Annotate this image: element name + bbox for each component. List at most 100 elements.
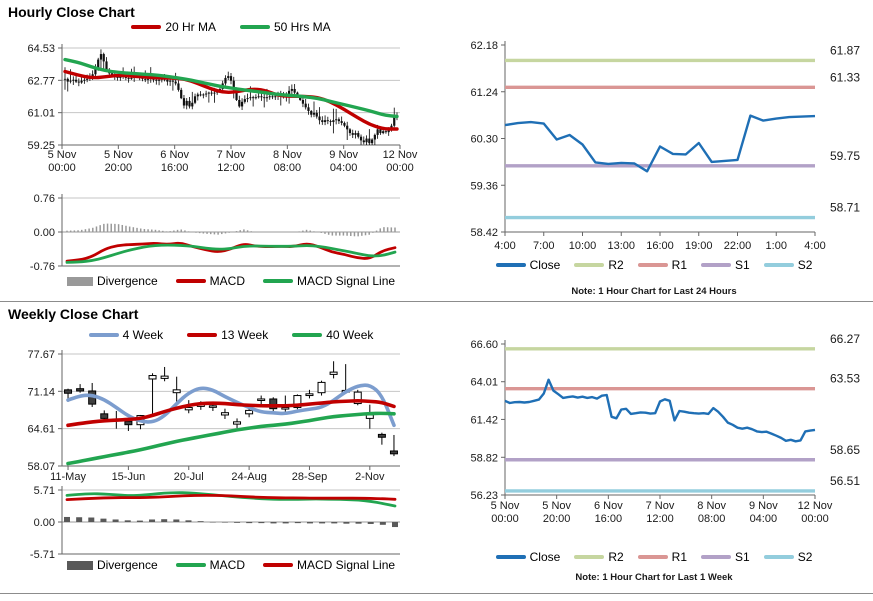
svg-text:60.30: 60.30: [470, 134, 498, 146]
legend-swatch-line: [88, 333, 119, 337]
legend-item-s2: S2: [763, 258, 813, 272]
legend-swatch-line: [701, 263, 731, 267]
svg-text:04:00: 04:00: [330, 162, 358, 174]
legend-label: Close: [529, 550, 561, 564]
legend-swatch-line: [263, 563, 293, 567]
svg-text:61.24: 61.24: [470, 87, 498, 99]
legend-label: S1: [735, 258, 750, 272]
legend-label: MACD: [209, 274, 245, 288]
svg-text:20:00: 20:00: [543, 513, 571, 525]
svg-text:20:00: 20:00: [105, 162, 133, 174]
svg-text:5 Nov: 5 Nov: [542, 500, 571, 512]
legend-swatch-line: [131, 25, 162, 29]
svg-text:61.42: 61.42: [470, 414, 498, 426]
legend-swatch-line: [763, 555, 794, 559]
legend-item-50-hrs-ma: 50 Hrs MA: [240, 20, 331, 34]
svg-text:20-Jul: 20-Jul: [174, 471, 204, 483]
svg-text:00:00: 00:00: [491, 513, 519, 525]
legend-swatch-line: [292, 333, 323, 337]
legend-label: S2: [797, 258, 813, 272]
legend-swatch-line: [763, 263, 794, 267]
svg-text:08:00: 08:00: [698, 513, 726, 525]
legend-item-s1: S1: [701, 550, 750, 564]
legend-item-macd-signal-line: MACD Signal Line: [263, 558, 395, 572]
svg-text:12:00: 12:00: [217, 162, 245, 174]
legend-item-close: Close: [495, 258, 561, 272]
svg-text:11-May: 11-May: [50, 471, 86, 483]
legend-label: R2: [608, 550, 624, 564]
svg-text:5.71: 5.71: [34, 485, 55, 497]
svg-text:64.61: 64.61: [27, 424, 55, 436]
svg-text:6 Nov: 6 Nov: [160, 149, 189, 161]
svg-text:59.25: 59.25: [27, 140, 55, 152]
hourly-macd-legend: Divergence MACD MACD Signal Line: [40, 274, 422, 288]
svg-text:4:00: 4:00: [804, 240, 825, 252]
legend-swatch-line: [175, 279, 206, 283]
legend-swatch-line: [187, 333, 218, 337]
legend-item-13-week: 13 Week: [187, 328, 268, 342]
svg-text:9 Nov: 9 Nov: [329, 149, 358, 161]
legend-label: 13 Week: [221, 328, 269, 342]
weekly-price-legend: 4 Week 13 Week 40 Week: [62, 328, 400, 342]
legend-item-s1: S1: [701, 258, 750, 272]
svg-text:4:00: 4:00: [494, 240, 515, 252]
legend-label: 4 Week: [122, 328, 164, 342]
legend-label: MACD Signal Line: [297, 274, 396, 288]
legend-swatch-line: [495, 263, 526, 267]
svg-text:00:00: 00:00: [386, 162, 414, 174]
legend-swatch-line: [701, 555, 731, 559]
legend-label: Close: [529, 258, 561, 272]
legend-swatch-line: [263, 279, 293, 283]
svg-text:16:00: 16:00: [595, 513, 623, 525]
hourly-pivot-legend: Close R2 R1 S1 S2: [435, 258, 873, 272]
svg-text:10:00: 10:00: [569, 240, 597, 252]
legend-label: Divergence: [96, 274, 158, 288]
svg-text:13:00: 13:00: [607, 240, 635, 252]
svg-text:5 Nov: 5 Nov: [104, 149, 133, 161]
legend-item-s2: S2: [763, 550, 813, 564]
svg-text:62.77: 62.77: [27, 75, 55, 87]
svg-text:9 Nov: 9 Nov: [749, 500, 778, 512]
svg-text:16:00: 16:00: [646, 240, 674, 252]
svg-text:08:00: 08:00: [274, 162, 302, 174]
section-divider: [0, 301, 873, 302]
weekly-pivot-legend: Close R2 R1 S1 S2: [435, 550, 873, 564]
svg-text:61.87: 61.87: [830, 43, 860, 57]
svg-text:59.75: 59.75: [830, 149, 860, 163]
svg-text:0.00: 0.00: [34, 517, 55, 529]
legend-label: MACD Signal Line: [297, 558, 396, 572]
svg-text:61.33: 61.33: [830, 70, 860, 84]
svg-text:19:00: 19:00: [685, 240, 713, 252]
bottom-divider: [0, 593, 873, 594]
legend-swatch-bar: [66, 276, 93, 286]
legend-label: Divergence: [96, 558, 158, 572]
svg-text:56.51: 56.51: [830, 474, 860, 488]
svg-text:28-Sep: 28-Sep: [292, 471, 327, 483]
svg-text:04:00: 04:00: [750, 513, 778, 525]
legend-label: 20 Hr MA: [165, 20, 216, 34]
legend-label: S2: [797, 550, 813, 564]
svg-text:64.01: 64.01: [470, 377, 498, 389]
weekly-pivot-note: Note: 1 Hour Chart for Last 1 Week: [575, 572, 733, 583]
svg-text:-0.76: -0.76: [30, 261, 55, 273]
svg-text:00:00: 00:00: [48, 162, 76, 174]
legend-item-divergence: Divergence: [66, 274, 158, 288]
svg-text:1:00: 1:00: [766, 240, 787, 252]
svg-text:15-Jun: 15-Jun: [112, 471, 146, 483]
svg-text:0.00: 0.00: [34, 227, 55, 239]
svg-text:7:00: 7:00: [533, 240, 554, 252]
svg-text:6 Nov: 6 Nov: [594, 500, 623, 512]
legend-swatch-line: [495, 555, 526, 559]
svg-text:58.82: 58.82: [470, 452, 498, 464]
svg-text:8 Nov: 8 Nov: [697, 500, 726, 512]
legend-item-4-week: 4 Week: [88, 328, 164, 342]
legend-item-r1: R1: [637, 258, 687, 272]
legend-swatch-line: [574, 555, 605, 559]
legend-swatch-line: [637, 263, 668, 267]
hourly-chart-title: Hourly Close Chart: [8, 4, 135, 20]
svg-text:24-Aug: 24-Aug: [231, 471, 266, 483]
svg-text:8 Nov: 8 Nov: [273, 149, 302, 161]
